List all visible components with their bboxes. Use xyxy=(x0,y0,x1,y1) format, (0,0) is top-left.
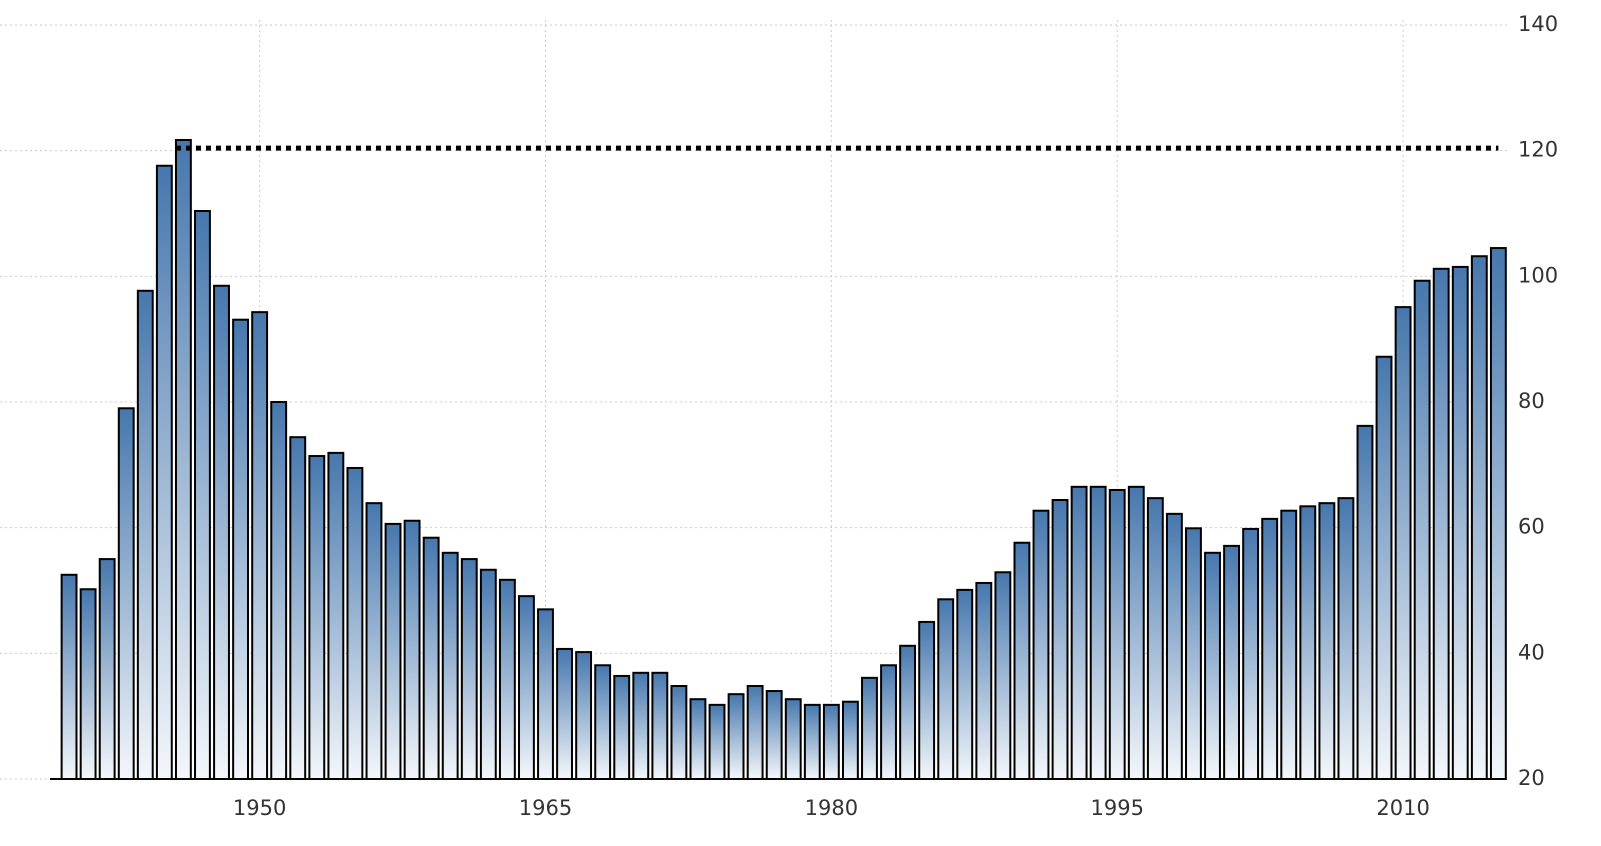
bar xyxy=(1070,485,1088,780)
bar xyxy=(975,581,993,781)
bar xyxy=(79,588,97,781)
bar xyxy=(670,685,688,780)
bar xyxy=(594,664,612,780)
y-tick-label: 40 xyxy=(1518,640,1545,664)
bar xyxy=(1394,306,1412,780)
bar xyxy=(232,318,250,780)
bar xyxy=(994,571,1012,780)
x-tick-label: 1995 xyxy=(1090,796,1143,820)
bar xyxy=(613,674,631,780)
bar xyxy=(1432,267,1450,780)
bar xyxy=(1299,505,1317,780)
bar xyxy=(1242,527,1260,780)
bar xyxy=(1413,279,1431,780)
bar xyxy=(1356,424,1374,780)
bar xyxy=(308,455,326,780)
bar xyxy=(1051,499,1069,780)
bar xyxy=(1375,355,1393,780)
x-tick-label: 1980 xyxy=(805,796,858,820)
bar xyxy=(727,693,745,780)
bar xyxy=(575,651,593,780)
bar xyxy=(460,558,478,780)
bar xyxy=(746,685,764,780)
bar xyxy=(1204,551,1221,780)
bar xyxy=(403,519,421,780)
bar xyxy=(556,647,573,780)
bar xyxy=(289,436,307,780)
bar xyxy=(880,664,897,780)
x-tick-label: 1950 xyxy=(233,796,286,820)
bar xyxy=(117,407,135,780)
bar xyxy=(861,676,878,780)
bar xyxy=(1165,512,1183,780)
bar xyxy=(937,598,955,781)
bar xyxy=(1223,544,1241,780)
y-tick-label: 100 xyxy=(1518,263,1558,287)
bar xyxy=(498,578,516,781)
y-tick-label: 20 xyxy=(1518,766,1545,790)
bar xyxy=(213,284,230,780)
bar xyxy=(174,138,192,781)
bar xyxy=(155,164,173,781)
y-tick-label: 120 xyxy=(1518,138,1558,162)
bar xyxy=(689,698,707,780)
bar xyxy=(365,502,383,780)
x-tick-label: 1965 xyxy=(519,796,572,820)
bar xyxy=(384,522,402,780)
bar xyxy=(1127,485,1145,780)
bar xyxy=(136,289,154,780)
bar xyxy=(1146,497,1164,780)
bar xyxy=(1470,255,1488,780)
bar xyxy=(346,466,364,780)
bar xyxy=(1318,502,1336,780)
bar xyxy=(1451,265,1469,780)
x-tick-label: 2010 xyxy=(1376,796,1429,820)
bar xyxy=(632,671,650,780)
bar xyxy=(841,700,859,781)
bar xyxy=(1261,517,1279,780)
bar xyxy=(822,703,840,781)
bar xyxy=(60,573,78,781)
bar xyxy=(98,558,116,780)
bar xyxy=(518,595,535,781)
bar xyxy=(479,568,497,781)
bar xyxy=(422,536,440,780)
bar xyxy=(1280,509,1298,780)
y-tick-label: 140 xyxy=(1518,12,1558,36)
bar xyxy=(1337,497,1355,780)
bar xyxy=(1089,485,1107,780)
bar xyxy=(1108,488,1126,780)
bar xyxy=(441,551,459,780)
bar xyxy=(956,588,974,780)
bar xyxy=(765,690,783,780)
bar xyxy=(270,401,288,780)
bar xyxy=(327,451,345,780)
bar xyxy=(918,620,936,781)
bar xyxy=(1185,527,1202,780)
bar xyxy=(1032,509,1050,780)
y-tick-label: 60 xyxy=(1518,515,1545,539)
bar xyxy=(651,671,669,780)
bar xyxy=(1013,541,1031,780)
bar xyxy=(803,703,821,781)
bar xyxy=(1489,247,1507,780)
bar xyxy=(708,703,726,781)
bar xyxy=(194,209,211,780)
y-tick-label: 80 xyxy=(1518,389,1545,413)
bar xyxy=(251,311,269,780)
bar xyxy=(784,698,802,780)
bar xyxy=(537,608,554,780)
bar xyxy=(899,644,917,780)
